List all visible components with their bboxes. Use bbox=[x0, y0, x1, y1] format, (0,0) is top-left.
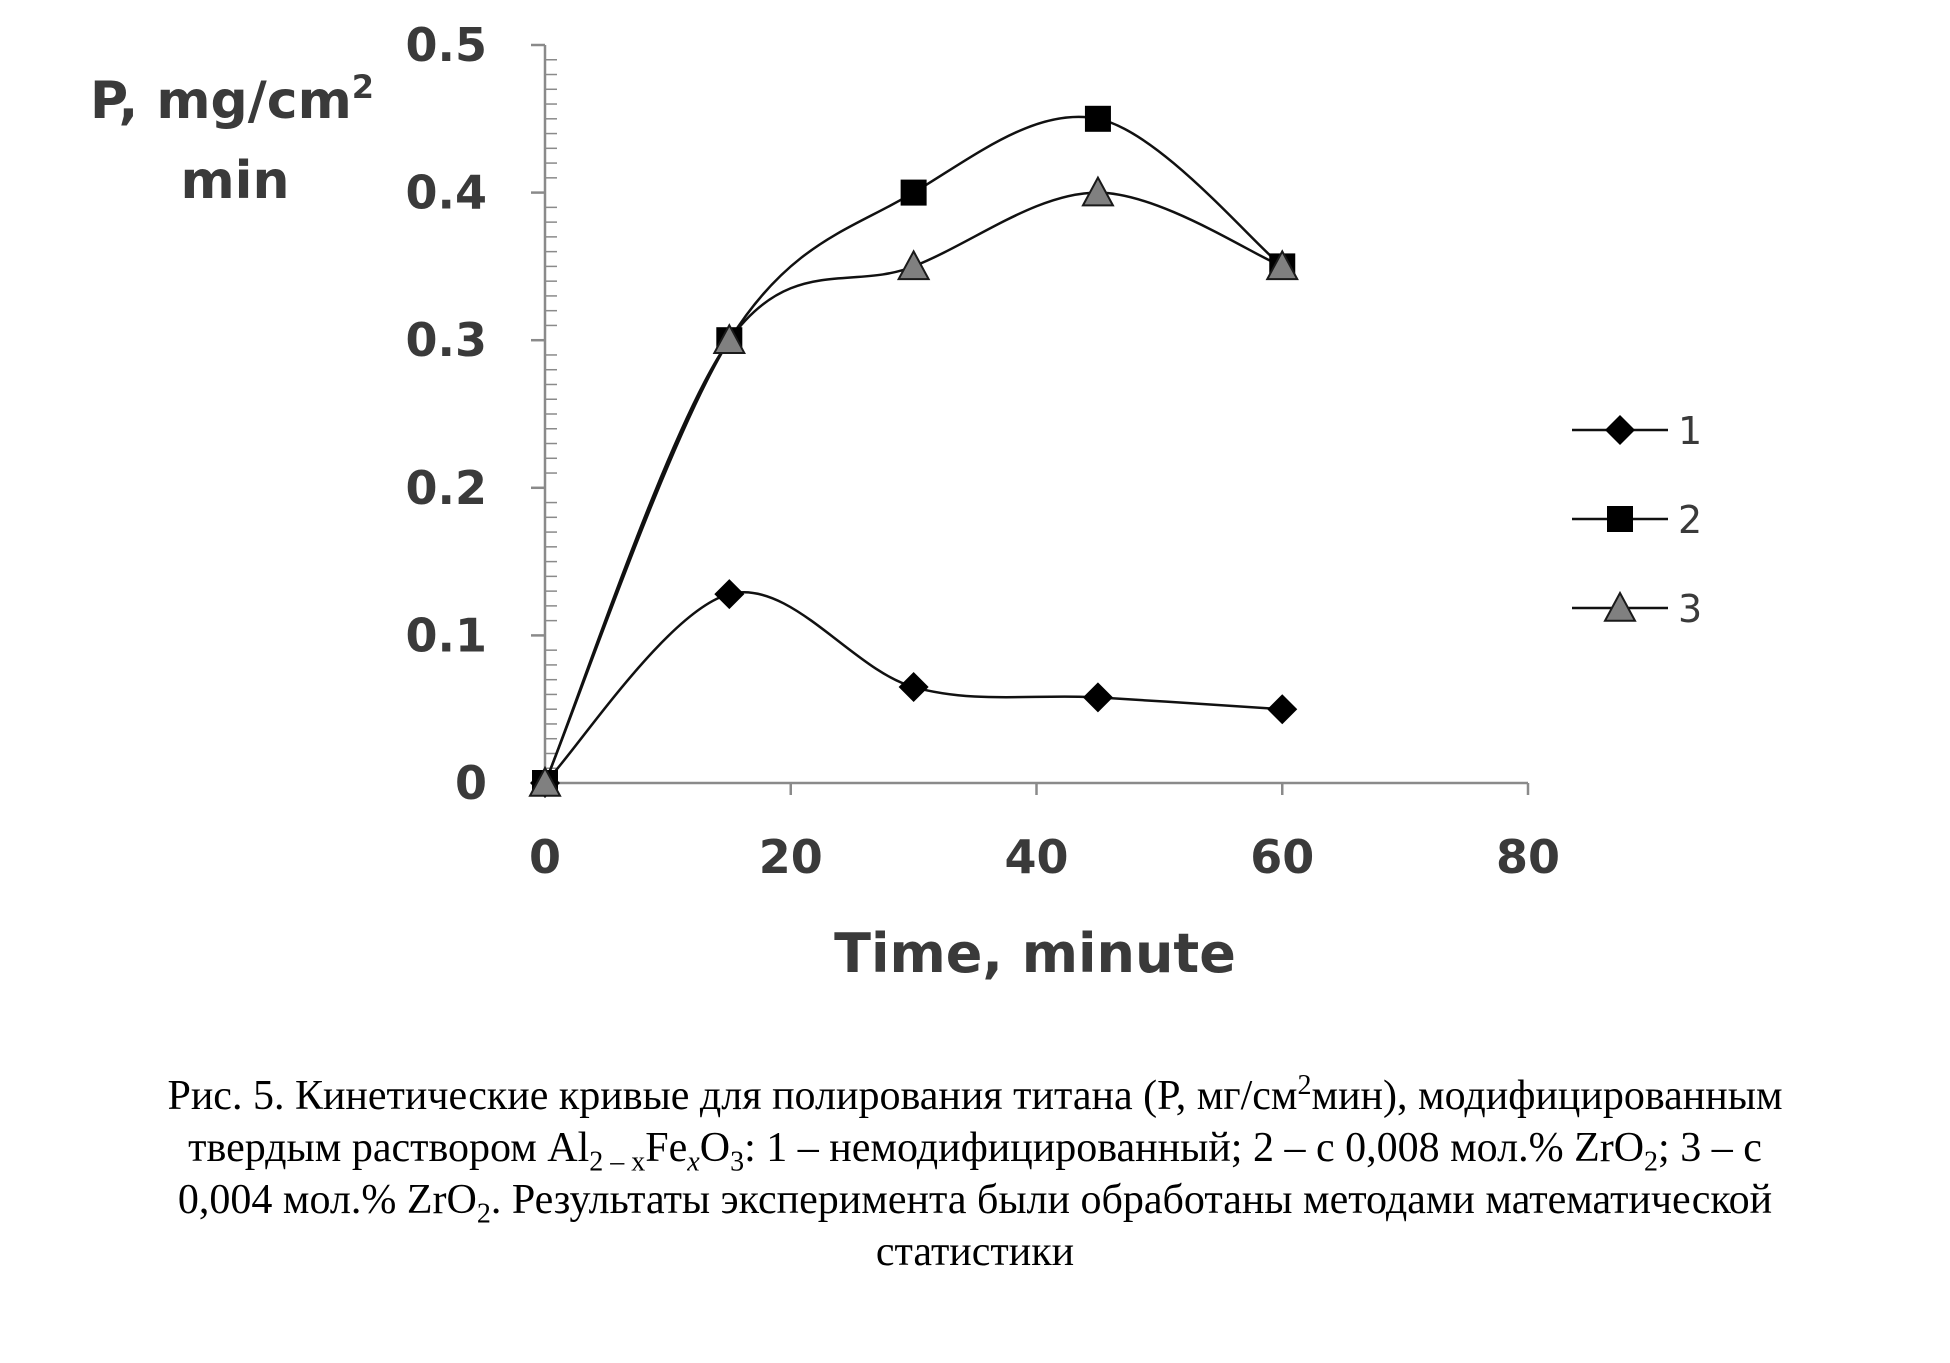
series-1-point bbox=[714, 579, 745, 610]
series-1-point bbox=[1267, 694, 1298, 725]
caption-line-2: твердым раствором Al2 – xFexO3: 1 – немо… bbox=[188, 1125, 1762, 1178]
caption-line-1: Рис. 5. Кинетические кривые для полирова… bbox=[167, 1070, 1783, 1120]
y-tick-label: 0.4 bbox=[406, 166, 488, 220]
figure-caption: Рис. 5. Кинетические кривые для полирова… bbox=[0, 1070, 1950, 1278]
series-2-point bbox=[900, 179, 927, 206]
legend-marker-1 bbox=[1605, 415, 1635, 445]
series-1-point bbox=[1082, 682, 1113, 713]
x-tick-label: 40 bbox=[1004, 830, 1068, 884]
x-tick-label: 20 bbox=[759, 830, 823, 884]
caption-line-4: статистики bbox=[875, 1229, 1075, 1275]
legend-label-3: 3 bbox=[1678, 587, 1702, 631]
legend: 1 2 3 bbox=[1572, 409, 1702, 631]
y-tick-label: 0 bbox=[455, 756, 487, 810]
chart: 00.10.20.30.40.50 20 40 60 80 P, mg/cm2 min … bbox=[90, 18, 1702, 985]
y-tick-label: 0.5 bbox=[406, 18, 488, 72]
y-axis-label-line2: min bbox=[180, 151, 289, 211]
x-tick-label: 60 bbox=[1250, 830, 1314, 884]
series-3-point bbox=[896, 249, 931, 281]
legend-label-1: 1 bbox=[1678, 409, 1702, 453]
legend-marker-3 bbox=[1603, 590, 1637, 622]
series-curves bbox=[543, 115, 1284, 784]
axes bbox=[543, 45, 1528, 785]
series-3-point bbox=[1265, 249, 1299, 281]
legend-marker-2 bbox=[1607, 506, 1633, 532]
y-axis-label: P, mg/cm2 bbox=[90, 68, 374, 131]
x-tick-label: 0 bbox=[529, 830, 561, 884]
y-tick-label: 0.1 bbox=[406, 608, 488, 662]
series-2-point bbox=[1084, 105, 1111, 132]
series-3-line bbox=[543, 191, 1283, 784]
axis-ticks: 0 0.1 0.2 0.3 0.4 0.5 0 20 40 60 80 bbox=[406, 18, 1561, 884]
series-1-line bbox=[544, 591, 1283, 784]
series-2-line bbox=[543, 115, 1284, 784]
series-3-point bbox=[528, 765, 562, 797]
x-tick-label: 80 bbox=[1496, 830, 1560, 884]
y-axis-label-superscript: 2 bbox=[352, 68, 374, 106]
series-1-point bbox=[898, 672, 929, 703]
series-markers bbox=[528, 105, 1299, 798]
legend-label-2: 2 bbox=[1678, 498, 1702, 542]
x-axis-label: Time, minute bbox=[834, 922, 1236, 985]
y-tick-label: 0.2 bbox=[406, 461, 488, 515]
y-tick-label: 0.3 bbox=[406, 313, 488, 367]
series-3-point bbox=[1081, 175, 1115, 207]
series-3-point bbox=[712, 323, 746, 354]
caption-line-3: 0,004 мол.% ZrO2. Результаты эксперимент… bbox=[177, 1177, 1773, 1230]
